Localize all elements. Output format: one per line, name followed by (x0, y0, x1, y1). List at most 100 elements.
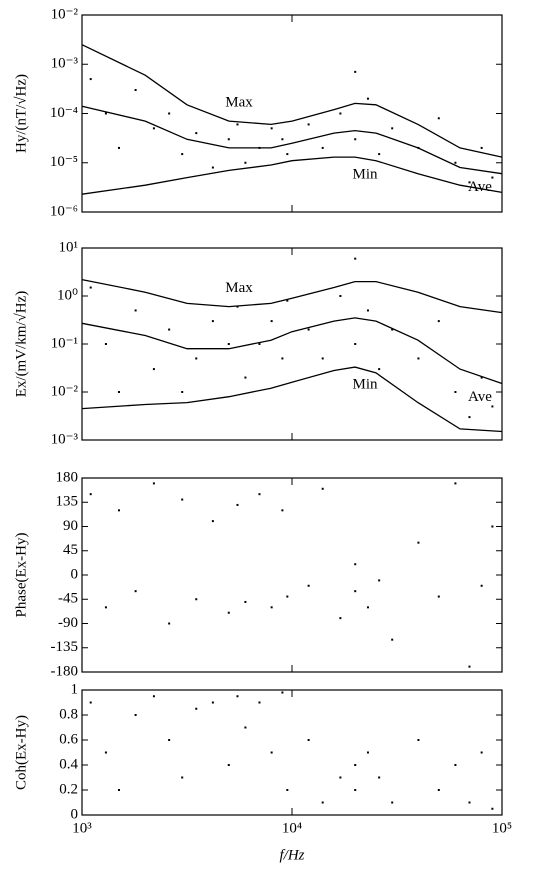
data-point (339, 776, 342, 779)
y-tick-label: 10⁻² (51, 6, 79, 22)
data-point (491, 807, 494, 810)
data-point (491, 405, 494, 408)
data-point (354, 70, 357, 73)
data-point (270, 320, 273, 323)
plot-frame (81, 14, 503, 213)
y-tick-label: 180 (56, 469, 79, 485)
data-point (339, 112, 342, 115)
data-point (134, 309, 137, 312)
data-point (211, 520, 214, 523)
data-point (491, 525, 494, 528)
data-point (454, 482, 457, 485)
data-point (366, 751, 369, 754)
data-point (236, 503, 239, 506)
series-line (81, 366, 503, 433)
y-tick-label: 10⁻⁴ (50, 105, 78, 121)
data-point (378, 153, 381, 156)
data-point (468, 416, 471, 419)
x-tick-label: 10⁵ (492, 820, 512, 836)
y-tick-label: -180 (51, 663, 79, 679)
y-tick-label: -45 (58, 591, 78, 607)
data-point (307, 123, 310, 126)
x-axis-label: f/Hz (279, 847, 304, 863)
data-point (227, 138, 230, 141)
data-point (117, 789, 120, 791)
y-axis-label: Hy/(nT/√Hz) (13, 74, 29, 153)
series-label: Max (225, 280, 253, 296)
data-point (321, 801, 324, 804)
series-label: Min (352, 167, 378, 183)
data-point (281, 357, 284, 360)
y-tick-label: 0.8 (59, 706, 78, 722)
data-point (321, 487, 324, 490)
data-point (417, 541, 420, 544)
data-point (211, 701, 214, 704)
data-point (378, 579, 381, 582)
data-point (244, 376, 247, 379)
data-point (286, 595, 289, 598)
data-point (437, 789, 440, 791)
data-point (152, 368, 155, 371)
series-line (81, 44, 503, 158)
data-point (236, 695, 239, 698)
x-tick-label: 10³ (72, 820, 92, 836)
data-point (491, 176, 494, 179)
data-point (391, 127, 394, 130)
y-tick-label: 0 (71, 806, 79, 822)
data-point (417, 739, 420, 741)
plot-frame (81, 477, 503, 673)
data-point (227, 611, 230, 614)
data-point (258, 343, 261, 345)
data-point (134, 89, 137, 92)
data-point (339, 295, 342, 297)
data-point (286, 299, 289, 302)
y-tick-label: 10⁻³ (51, 431, 79, 447)
data-point (181, 153, 184, 156)
data-point (117, 146, 120, 149)
data-point (378, 776, 381, 779)
data-point (321, 146, 324, 149)
plot-frame (81, 689, 503, 816)
data-point (321, 357, 324, 360)
data-point (152, 695, 155, 698)
y-axis-label: Coh(Ex-Hy) (13, 715, 29, 790)
data-point (270, 127, 273, 130)
series-line (81, 278, 503, 314)
data-point (104, 112, 107, 115)
data-point (307, 328, 310, 331)
data-point (168, 739, 171, 741)
data-point (117, 509, 120, 512)
y-tick-label: 10⁻² (51, 383, 79, 399)
y-tick-label: 0 (71, 566, 79, 582)
data-point (454, 391, 457, 393)
data-point (480, 584, 483, 587)
data-point (454, 161, 457, 164)
data-point (181, 498, 184, 501)
y-tick-label: 1 (71, 681, 79, 697)
y-axis-label: Phase(Ex-Hy) (13, 533, 29, 618)
data-point (168, 622, 171, 625)
data-point (117, 391, 120, 393)
data-point (244, 726, 247, 729)
data-point (480, 751, 483, 754)
data-point (270, 751, 273, 754)
data-point (181, 391, 184, 393)
data-point (211, 320, 214, 323)
data-point (354, 138, 357, 141)
data-point (354, 343, 357, 345)
data-point (89, 78, 92, 81)
y-tick-label: -135 (51, 639, 79, 655)
y-tick-label: 0.2 (59, 781, 78, 797)
data-point (437, 117, 440, 120)
data-point (168, 112, 171, 115)
y-tick-label: 10⁻⁵ (50, 154, 78, 170)
data-point (89, 493, 92, 496)
data-point (339, 617, 342, 620)
data-point (258, 701, 261, 704)
data-point (307, 584, 310, 587)
data-point (354, 764, 357, 766)
data-point (227, 764, 230, 766)
y-tick-label: 0.4 (59, 756, 78, 772)
y-tick-label: 10⁻⁶ (50, 203, 78, 219)
